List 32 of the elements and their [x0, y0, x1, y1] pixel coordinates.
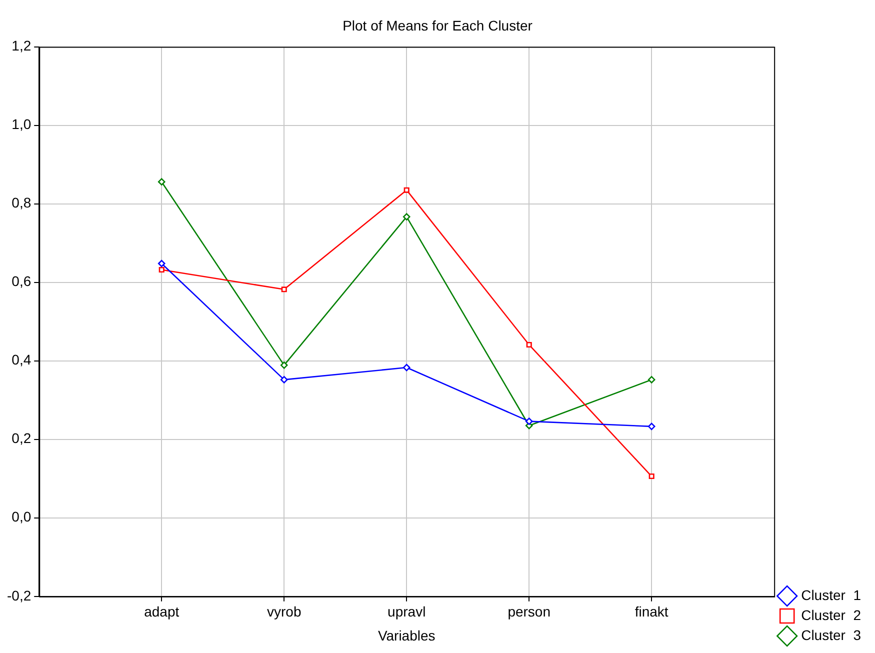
point [525, 418, 533, 425]
x-tick-label: finakt [634, 604, 668, 620]
y-tick-label: 0,4 [12, 352, 32, 368]
point [648, 376, 656, 384]
chart-title: Plot of Means for Each Cluster [342, 17, 533, 34]
x-tick-label: person [508, 604, 551, 620]
legend-label: Cluster 3 [801, 626, 862, 643]
point [280, 376, 288, 384]
point [402, 364, 410, 372]
legend-label: Cluster 1 [801, 586, 862, 603]
point [404, 187, 410, 193]
y-tick-label: 0,0 [12, 508, 32, 525]
y-tick-label: 1,2 [12, 38, 32, 54]
point [281, 286, 287, 292]
x-tick-label: upravl [388, 604, 426, 620]
point [280, 362, 288, 369]
point [158, 267, 164, 273]
x-tick-label: adapt [144, 604, 180, 620]
point [648, 474, 654, 480]
y-tick-label: 0,6 [12, 273, 32, 290]
point [402, 213, 410, 220]
y-tick-label: 0,8 [12, 194, 32, 211]
x-tick-label: vyrob [266, 604, 302, 620]
x-axis-title: Variables [378, 627, 436, 644]
point [158, 178, 166, 186]
y-tick-label: 0,2 [12, 430, 32, 446]
y-tick-label: 1,0 [12, 116, 32, 132]
point [158, 260, 166, 268]
legend-label: Cluster 2 [801, 606, 862, 623]
point [648, 422, 656, 430]
y-tick-label: -0,2 [7, 587, 32, 604]
point [526, 342, 532, 348]
